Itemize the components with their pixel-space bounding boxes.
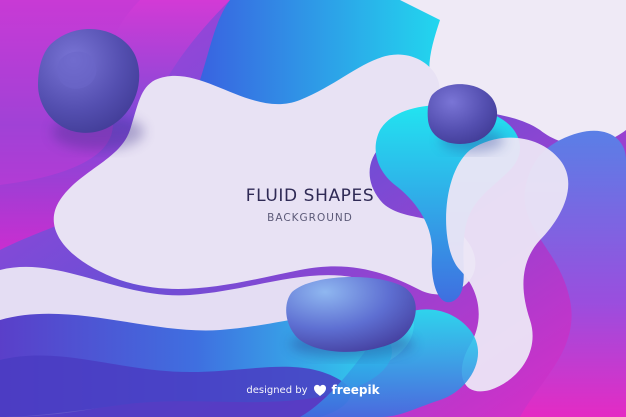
headline: FLUID SHAPES — [245, 186, 375, 206]
attribution-text: designed by — [246, 384, 308, 396]
freepik-logo-icon — [313, 383, 327, 397]
attribution-brand: freepik — [331, 383, 380, 397]
attribution: designed by freepik — [0, 383, 626, 397]
subheadline: BACKGROUND — [267, 212, 353, 224]
title-block: FLUID SHAPES BACKGROUND — [225, 186, 395, 224]
